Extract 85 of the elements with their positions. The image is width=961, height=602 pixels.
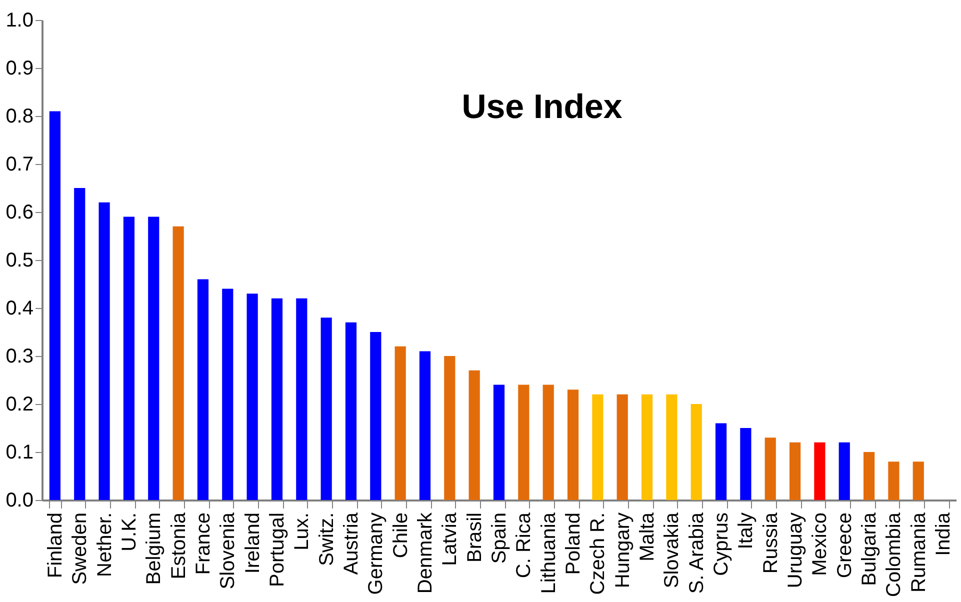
text: Use Index: [462, 88, 622, 126]
x-tick-label: Sweden: [69, 512, 92, 585]
bar: [863, 452, 875, 500]
bar: [444, 356, 456, 500]
bar: [222, 288, 234, 500]
x-tick-label: Slovakia: [661, 512, 684, 588]
bar: [271, 298, 283, 500]
x-tick-label: S. Arabia: [686, 512, 708, 594]
bar: [345, 322, 357, 500]
x-tick-label: Denmark: [414, 512, 436, 594]
x-tick-label: Estonia: [168, 512, 190, 580]
bar: [394, 346, 406, 500]
y-tick-label: 0.5: [6, 250, 34, 272]
bar: [49, 111, 60, 500]
bar: [888, 462, 900, 500]
x-tick-label: Czech R.: [587, 512, 610, 595]
x-tick-label: Brasil: [464, 512, 486, 563]
y-tick-label: 0.4: [6, 298, 34, 320]
bar: [148, 216, 160, 500]
bar: [715, 423, 727, 500]
x-tick-label: Russia: [760, 512, 782, 574]
y-tick-label: 0.3: [6, 346, 34, 368]
x-tick-label: Cyprus: [710, 512, 733, 576]
bar: [764, 438, 776, 500]
x-tick-label: Nether.: [94, 512, 116, 577]
bar: [320, 318, 332, 500]
x-tick-label: U.K.: [118, 512, 140, 552]
x-tick-label: Ireland: [242, 512, 264, 574]
x-tick-label: Chile: [390, 512, 412, 558]
x-tick-label: Mexico: [809, 512, 832, 576]
y-tick-label: 0.2: [6, 394, 34, 416]
x-tick-label: Uruguay: [784, 512, 807, 588]
bar: [666, 394, 678, 500]
x-tick-label: Lux.: [291, 512, 314, 550]
x-tick-label: C. Rica: [513, 512, 536, 578]
bar: [690, 404, 702, 500]
bar: [246, 294, 258, 500]
bar: [296, 298, 308, 500]
bar: [74, 188, 86, 500]
bar: [370, 332, 382, 500]
bar: [616, 394, 628, 500]
y-tick-label: 0.6: [6, 202, 34, 224]
bar: [98, 202, 110, 500]
x-tick-label: Portugal: [266, 512, 288, 587]
x-tick-label: Lithuania: [538, 512, 560, 594]
y-tick-label: 1.0: [6, 10, 34, 32]
bar: [567, 390, 579, 500]
bar: [419, 351, 431, 500]
bar: [912, 462, 924, 500]
x-tick-label: Bulgaria: [858, 512, 881, 586]
x-tick-label: Switz.: [316, 512, 338, 566]
x-tick-label: Malta: [636, 512, 659, 562]
bar: [740, 428, 752, 500]
x-tick-label: Rumania: [908, 512, 930, 593]
y-tick-label: 0.1: [6, 442, 34, 464]
bar: [542, 384, 554, 500]
x-tick-label: France: [192, 512, 214, 575]
x-tick-label: Belgium: [143, 512, 166, 585]
x-tick-label: Italy: [735, 512, 758, 550]
y-tick-label: 0.0: [6, 490, 34, 512]
x-tick-label: Hungary: [612, 512, 634, 588]
bar: [789, 442, 801, 500]
x-tick-label: Slovenia: [217, 512, 240, 590]
y-tick-label: 0.7: [6, 154, 34, 176]
bar: [197, 279, 209, 500]
bar: [123, 216, 135, 500]
bar: [814, 442, 826, 500]
x-tick-label: Greece: [834, 512, 856, 578]
bar: [641, 394, 653, 500]
bar: [493, 384, 505, 500]
x-tick-label: Spain: [488, 512, 510, 564]
x-tick-label: Germany: [365, 512, 388, 595]
x-tick-label: Austria: [340, 512, 362, 575]
bar: [468, 370, 480, 500]
y-tick-label: 0.8: [6, 106, 34, 128]
bar: [838, 442, 850, 500]
y-tick-label: 0.9: [6, 58, 34, 80]
x-tick-label: India: [932, 512, 955, 556]
x-tick-label: Finland: [44, 512, 66, 578]
bar: [592, 394, 604, 500]
x-tick-label: Latvia: [439, 512, 462, 566]
x-tick-label: Colombia: [883, 512, 906, 597]
x-tick-label: Poland: [562, 512, 585, 575]
bar: [518, 384, 530, 500]
bar: [172, 226, 184, 500]
